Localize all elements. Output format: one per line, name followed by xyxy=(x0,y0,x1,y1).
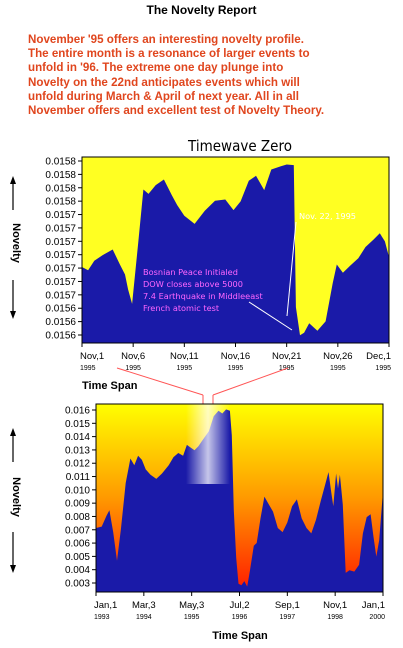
x-tick-label: Nov,26 xyxy=(323,351,352,362)
x-tick-label: Jan,1 xyxy=(94,600,117,611)
intro-paragraph: November '95 offers an interesting novel… xyxy=(28,33,398,118)
y-tick-label: 0.0157 xyxy=(45,264,76,275)
y-tick-label: 0.0157 xyxy=(45,277,76,288)
y-tick-label: 0.008 xyxy=(65,512,90,523)
chart1-arrowhead-down-icon xyxy=(10,311,16,319)
intro-line: The entire month is a resonance of large… xyxy=(28,47,310,61)
x-tick-year: 1995 xyxy=(375,365,391,372)
y-tick-label: 0.003 xyxy=(65,579,90,590)
y-tick-label: 0.005 xyxy=(65,552,90,563)
y-tick-label: 0.004 xyxy=(65,565,90,576)
chart1-y-tick-labels: 0.0158 0.0158 0.0158 0.0158 0.0157 0.0157 0.01… xyxy=(45,157,82,342)
annotation-dow: DOW closes above 5000 xyxy=(143,279,243,289)
chart2-y-axis-title: Novelty xyxy=(10,477,22,518)
intro-line: November offers and excellent test of No… xyxy=(28,104,325,118)
x-tick-label: Sep,1 xyxy=(275,600,300,611)
y-tick-label: 0.015 xyxy=(65,419,90,430)
chart1-y-axis-title: Novelty xyxy=(10,223,22,264)
y-tick-label: 0.0157 xyxy=(45,210,76,221)
chart1-x-tick-labels: Nov,1 1995 Nov,6 1995 Nov,11 1995 Nov,16 1995 No… xyxy=(80,343,391,372)
y-tick-label: 0.012 xyxy=(65,459,90,470)
x-tick-year: 1995 xyxy=(330,365,346,372)
y-tick-label: 0.010 xyxy=(65,485,90,496)
intro-line: unfold during March & April of next year… xyxy=(28,89,299,103)
annotation-bosnian-peace: Bosnian Peace Initialed xyxy=(143,267,238,277)
y-tick-label: 0.006 xyxy=(65,539,90,550)
annotation-nov22: Nov. 22, 1995 xyxy=(299,211,356,221)
y-tick-label: 0.0158 xyxy=(45,157,76,168)
annotation-pointer-date xyxy=(286,221,297,317)
y-tick-label: 0.0157 xyxy=(45,250,76,261)
x-tick-year: 1995 xyxy=(184,614,200,621)
chart2-y-tick-labels: 0.016 0.015 0.014 0.013 0.012 0.011 0.010 0.009… xyxy=(65,406,96,590)
annotation-earthquake: 7.4 Earthquake in Middleeast xyxy=(143,291,264,301)
y-tick-label: 0.0158 xyxy=(45,197,76,208)
x-tick-year: 1997 xyxy=(280,614,296,621)
chart2-highlight-glow xyxy=(186,404,230,484)
chart2-x-axis-title: Time Span xyxy=(212,630,268,642)
x-tick-label: Nov,1 xyxy=(323,600,347,611)
y-tick-label: 0.0158 xyxy=(45,170,76,181)
chart2-arrowhead-up-icon xyxy=(10,428,16,436)
x-tick-label: Dec,1 xyxy=(366,351,391,362)
intro-line: November '95 offers an interesting novel… xyxy=(28,33,304,46)
x-tick-year: 1995 xyxy=(80,365,96,372)
intro-line: Novelty on the 22nd anticipates events w… xyxy=(28,75,300,89)
x-tick-label: Jan,1 xyxy=(362,600,385,611)
x-tick-year: 1995 xyxy=(177,365,193,372)
chart1-arrowhead-up-icon xyxy=(10,176,16,184)
chart2-arrowhead-down-icon xyxy=(10,565,16,573)
y-tick-label: 0.011 xyxy=(66,472,91,483)
x-tick-label: Mar,3 xyxy=(132,600,156,611)
chart2-area-series xyxy=(96,409,383,592)
x-tick-year: 1998 xyxy=(327,614,343,621)
x-tick-year: 2000 xyxy=(369,614,385,621)
x-tick-label: Nov,21 xyxy=(272,351,301,362)
x-tick-year: 1995 xyxy=(228,365,244,372)
y-tick-label: 0.0156 xyxy=(45,331,76,342)
y-tick-label: 0.0156 xyxy=(45,317,76,328)
x-tick-label: May,3 xyxy=(179,600,204,611)
y-tick-label: 0.0158 xyxy=(45,183,76,194)
y-tick-label: 0.0157 xyxy=(45,237,76,248)
chart1-title: Timewave Zero xyxy=(187,137,292,155)
zoom-connector-right xyxy=(212,367,289,396)
y-tick-label: 0.0157 xyxy=(45,290,76,301)
y-tick-label: 0.0157 xyxy=(45,223,76,234)
y-tick-label: 0.0156 xyxy=(45,304,76,315)
x-tick-label: Nov,6 xyxy=(121,351,145,362)
x-tick-year: 1993 xyxy=(94,614,110,621)
x-tick-year: 1994 xyxy=(136,614,152,621)
y-tick-label: 0.014 xyxy=(65,432,90,443)
x-tick-year: 1996 xyxy=(232,614,248,621)
y-tick-label: 0.007 xyxy=(65,525,90,536)
report-title: The Novelty Report xyxy=(146,3,257,17)
x-tick-label: Nov,11 xyxy=(170,351,199,362)
x-tick-label: Nov,16 xyxy=(221,351,250,362)
chart2-x-tick-labels: Jan,1 1993 Mar,3 1994 May,3 1995 Jul,2 1996 Sep,… xyxy=(94,592,385,621)
x-tick-year: 1995 xyxy=(125,365,141,372)
y-tick-label: 0.009 xyxy=(65,499,90,510)
x-tick-label: Nov,1 xyxy=(80,351,104,362)
annotation-pointer-events xyxy=(248,301,293,331)
x-tick-label: Jul,2 xyxy=(229,600,249,611)
y-tick-label: 0.013 xyxy=(65,445,90,456)
y-tick-label: 0.016 xyxy=(65,406,90,417)
zoom-connector-left xyxy=(116,367,204,396)
chart1-x-axis-title: Time Span xyxy=(82,380,138,392)
intro-line: unfold in '96. The extreme one day plung… xyxy=(28,61,284,75)
annotation-french-test: French atomic test xyxy=(143,303,220,313)
chart1-area-series xyxy=(82,164,389,343)
